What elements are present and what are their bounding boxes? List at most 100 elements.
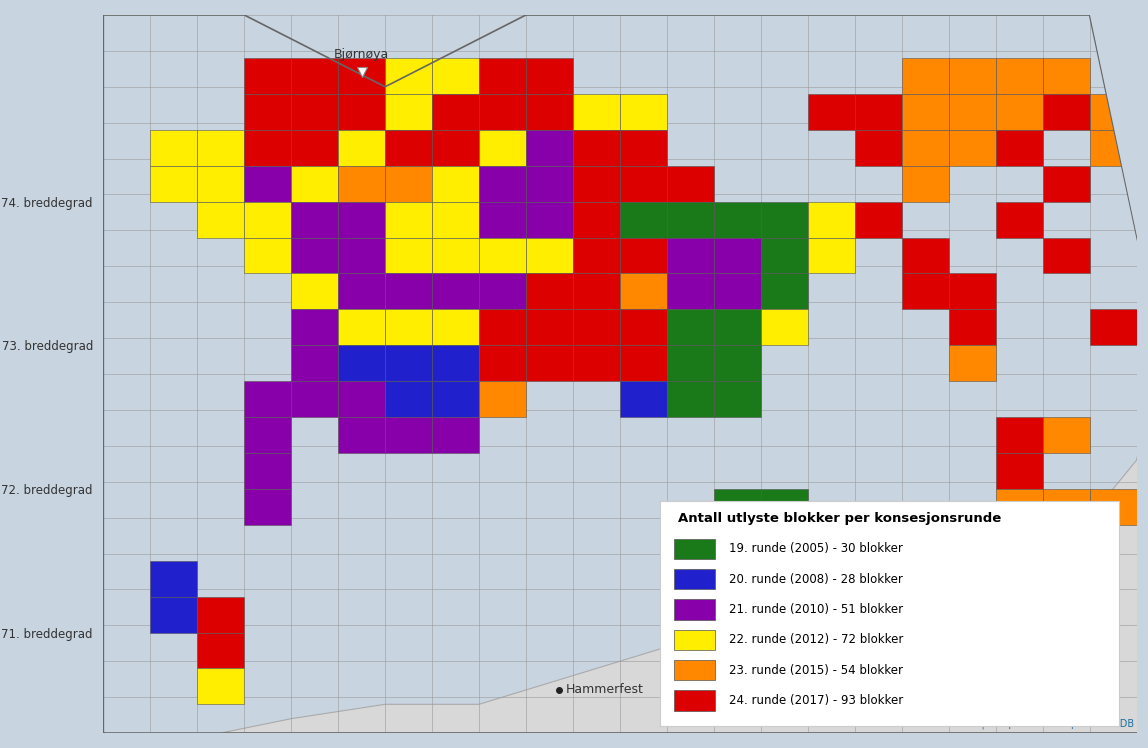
Bar [432, 94, 479, 130]
Bar [901, 166, 948, 202]
Bar [526, 94, 573, 130]
Bar [714, 310, 761, 346]
Bar [674, 660, 715, 680]
Bar [385, 381, 432, 417]
Text: 21. runde (2010) - 51 blokker: 21. runde (2010) - 51 blokker [729, 603, 903, 616]
Bar [573, 202, 620, 238]
Bar [526, 274, 573, 310]
Bar [292, 346, 339, 381]
Bar [620, 94, 667, 130]
Bar [245, 166, 292, 202]
Bar [385, 94, 432, 130]
Bar [479, 346, 526, 381]
Bar [808, 94, 855, 130]
Bar [808, 202, 855, 238]
Bar [339, 166, 385, 202]
Bar [245, 381, 292, 417]
Bar [526, 238, 573, 274]
Bar [714, 489, 761, 525]
Bar [432, 346, 479, 381]
Bar [432, 202, 479, 238]
Polygon shape [220, 346, 1148, 733]
Bar [292, 274, 339, 310]
Bar [292, 202, 339, 238]
Bar [1089, 489, 1137, 525]
Bar [674, 539, 715, 559]
Bar [245, 489, 292, 525]
Bar [620, 202, 667, 238]
Bar [901, 58, 948, 94]
Bar [479, 130, 526, 166]
Bar [1042, 166, 1089, 202]
Bar [245, 202, 292, 238]
Bar [339, 130, 385, 166]
Text: Leaflet | © OpenStreetMap © CartoDB: Leaflet | © OpenStreetMap © CartoDB [945, 719, 1134, 729]
Bar [901, 274, 948, 310]
Bar [674, 690, 715, 711]
Bar [479, 238, 526, 274]
Bar [197, 166, 245, 202]
Bar [339, 274, 385, 310]
Bar [197, 597, 245, 633]
Bar [674, 599, 715, 619]
Bar [339, 238, 385, 274]
Bar [385, 58, 432, 94]
Bar [339, 417, 385, 453]
Bar [526, 166, 573, 202]
Bar [197, 130, 245, 166]
Bar [714, 381, 761, 417]
Bar [620, 274, 667, 310]
Bar [197, 202, 245, 238]
Bar [901, 94, 948, 130]
Bar [385, 238, 432, 274]
Bar [339, 94, 385, 130]
Bar [432, 238, 479, 274]
Bar [432, 417, 479, 453]
Bar [620, 130, 667, 166]
Bar [292, 381, 339, 417]
Polygon shape [1089, 15, 1148, 733]
Bar [948, 130, 995, 166]
Bar [292, 130, 339, 166]
Bar [855, 130, 901, 166]
Bar [995, 58, 1042, 94]
Bar [761, 310, 808, 346]
Bar [385, 202, 432, 238]
Bar [573, 130, 620, 166]
Bar [385, 310, 432, 346]
Bar [385, 274, 432, 310]
Bar [620, 310, 667, 346]
Bar [292, 166, 339, 202]
Bar [245, 238, 292, 274]
Bar [620, 166, 667, 202]
Bar [674, 630, 715, 650]
Bar [479, 274, 526, 310]
Bar [432, 310, 479, 346]
Bar [761, 238, 808, 274]
Bar [620, 346, 667, 381]
Bar [292, 94, 339, 130]
Bar [995, 202, 1042, 238]
Bar [150, 166, 197, 202]
Bar [479, 381, 526, 417]
Bar [855, 202, 901, 238]
Bar [948, 274, 995, 310]
Bar [573, 274, 620, 310]
Text: Bjørnøya: Bjørnøya [334, 48, 389, 61]
Bar [432, 166, 479, 202]
Bar [292, 238, 339, 274]
Bar [197, 669, 245, 705]
Bar [479, 310, 526, 346]
Bar [292, 310, 339, 346]
Bar [150, 597, 197, 633]
Bar [1089, 130, 1137, 166]
Bar [526, 58, 573, 94]
Text: 20. runde (2008) - 28 blokker: 20. runde (2008) - 28 blokker [729, 573, 902, 586]
Bar [339, 346, 385, 381]
Bar [667, 166, 714, 202]
Bar [573, 94, 620, 130]
Bar [526, 310, 573, 346]
Bar [245, 58, 292, 94]
Bar [245, 94, 292, 130]
Text: 23. runde (2015) - 54 blokker: 23. runde (2015) - 54 blokker [729, 663, 903, 677]
